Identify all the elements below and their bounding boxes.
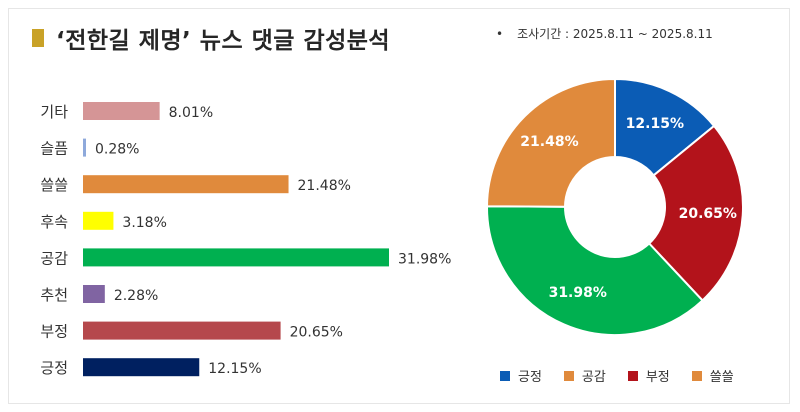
bar [83, 102, 160, 120]
bar-value-label: 21.48% [298, 178, 351, 194]
legend-item: 공감 [563, 366, 606, 385]
legend-swatch-icon [563, 370, 574, 381]
donut-slice-label: 12.15% [626, 116, 684, 132]
chart-title: ‘전한길 제명’ 뉴스 댓글 감성분석 [56, 28, 391, 54]
bar [83, 321, 281, 340]
bar-category-label: 공감 [40, 249, 68, 267]
legend-item: 부정 [627, 366, 670, 385]
legend-label: 부정 [645, 370, 670, 385]
bar [83, 285, 105, 303]
donut-slice [485, 77, 616, 208]
donut-slice-label: 31.98% [549, 285, 607, 301]
title-marker-icon [32, 29, 44, 47]
bar [83, 211, 114, 230]
donut-slice-label: 21.48% [520, 134, 578, 150]
bar-value-label: 0.28% [95, 142, 139, 158]
legend-item: 쓸쓸 [691, 366, 734, 385]
bar-value-label: 8.01% [169, 105, 213, 121]
bar-category-label: 부정 [40, 323, 68, 341]
bar-category-label: 추천 [40, 286, 68, 304]
donut-slice [647, 124, 744, 302]
legend-swatch-icon [691, 370, 702, 381]
bar-category-label: 기타 [40, 103, 68, 121]
bar-category-label: 긍정 [40, 359, 68, 377]
bar-value-label: 3.18% [122, 215, 166, 231]
survey-period: • 조사기간 : 2025.8.11 ~ 2025.8.11 [496, 25, 713, 42]
legend-label: 공감 [581, 370, 606, 385]
legend-label: 긍정 [518, 370, 542, 385]
donut-slice [614, 77, 716, 177]
bar-value-label: 31.98% [398, 251, 451, 267]
bar [83, 138, 86, 157]
bar-value-label: 12.15% [208, 361, 261, 377]
donut-legend: 긍정 공감 부정 쓸쓸 [500, 366, 756, 385]
legend-swatch-icon [500, 370, 510, 381]
bar-value-label: 20.65% [290, 325, 343, 341]
donut-slice-label: 20.65% [679, 206, 737, 222]
bar-value-label: 2.28% [114, 288, 158, 304]
legend-swatch-icon [627, 370, 638, 381]
bar [83, 248, 389, 267]
bar-category-label: 슬픔 [40, 140, 68, 158]
bar [83, 175, 289, 194]
bar-category-label: 쓸쓸 [40, 176, 68, 194]
legend-item: 긍정 [500, 366, 542, 385]
donut-slice [486, 205, 704, 336]
bar-category-label: 후속 [40, 213, 68, 231]
bar [83, 358, 200, 377]
survey-period-text: 조사기간 : 2025.8.11 ~ 2025.8.11 [517, 27, 713, 41]
title-block: ‘전한길 제명’ 뉴스 댓글 감성분석 [32, 20, 390, 56]
legend-label: 쓸쓸 [709, 370, 734, 385]
bullet-icon: • [496, 27, 504, 41]
